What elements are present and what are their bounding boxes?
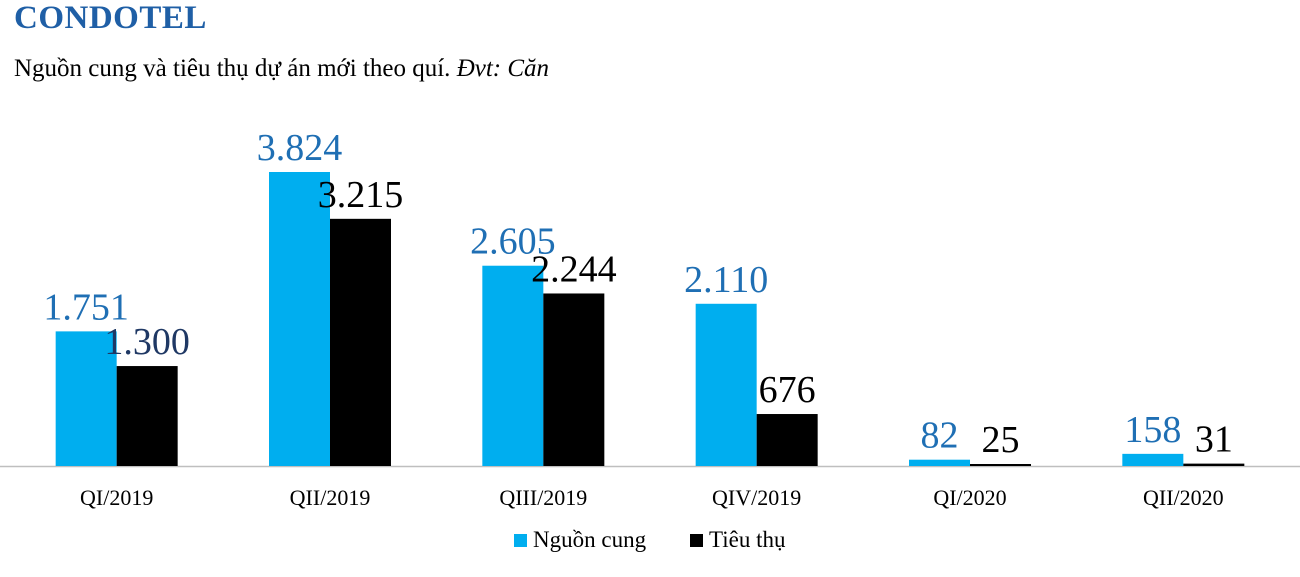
bar-tieu-thu bbox=[970, 464, 1031, 466]
x-tick-label: QIII/2019 bbox=[499, 485, 587, 510]
data-label: 2.244 bbox=[531, 248, 617, 290]
data-label: 3.824 bbox=[257, 127, 343, 169]
data-label: 158 bbox=[1124, 409, 1181, 451]
bar-nguon-cung bbox=[55, 331, 117, 466]
legend-swatch bbox=[514, 534, 527, 547]
subtitle-unit: Đvt: Căn bbox=[456, 55, 550, 82]
data-label: 1.300 bbox=[104, 321, 190, 363]
bar-nguon-cung bbox=[909, 459, 970, 466]
data-label: 31 bbox=[1195, 419, 1233, 461]
subtitle-main: Nguồn cung và tiêu thụ dự án mới theo qu… bbox=[14, 55, 451, 82]
bar-tieu-thu bbox=[543, 293, 605, 466]
data-label: 1.751 bbox=[43, 286, 129, 328]
x-tick-label: QI/2019 bbox=[80, 485, 153, 510]
data-label: 2.110 bbox=[684, 259, 768, 301]
x-tick-label: QI/2020 bbox=[933, 485, 1006, 510]
chart-title: CONDOTEL bbox=[14, 0, 207, 36]
bar-nguon-cung bbox=[269, 172, 330, 466]
bar-nguon-cung bbox=[695, 303, 757, 466]
legend-label: Nguồn cung bbox=[533, 527, 647, 552]
data-label: 2.605 bbox=[470, 221, 556, 263]
bar-nguon-cung bbox=[1122, 453, 1184, 466]
bar-tieu-thu bbox=[330, 218, 391, 466]
x-tick-label: QII/2019 bbox=[290, 485, 371, 510]
data-label: 3.215 bbox=[318, 174, 404, 216]
bar-nguon-cung bbox=[482, 265, 544, 466]
bar-tieu-thu bbox=[1183, 463, 1245, 466]
bar-tieu-thu bbox=[116, 366, 178, 466]
chart-subtitle: Nguồn cung và tiêu thụ dự án mới theo qu… bbox=[14, 55, 549, 83]
x-tick-label: QIV/2019 bbox=[712, 485, 801, 510]
data-label: 25 bbox=[982, 419, 1020, 461]
data-label: 676 bbox=[759, 369, 816, 411]
data-label: 82 bbox=[921, 415, 959, 457]
legend-swatch bbox=[690, 534, 703, 547]
bar-tieu-thu bbox=[756, 414, 818, 466]
x-tick-label: QII/2020 bbox=[1143, 485, 1224, 510]
legend-label: Tiêu thụ bbox=[709, 527, 786, 552]
